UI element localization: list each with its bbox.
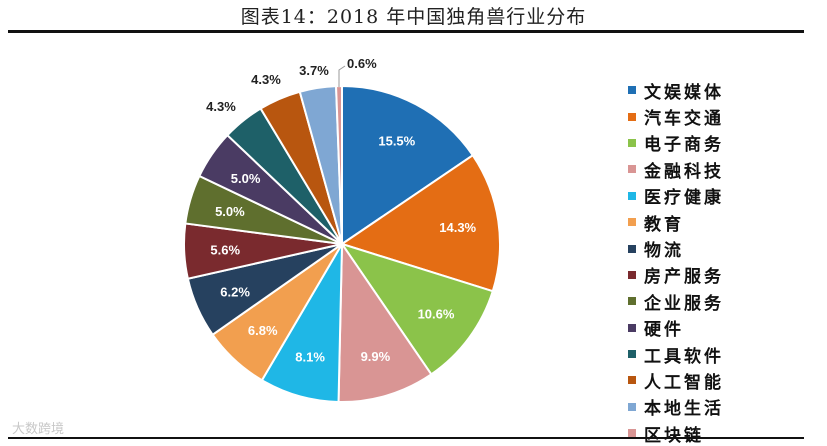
legend-label: 硬件 bbox=[644, 320, 684, 341]
data-label-8: 5.6% bbox=[210, 242, 240, 257]
data-label-13: 3.7% bbox=[299, 63, 329, 78]
legend-swatch bbox=[628, 191, 636, 200]
legend-label: 人工智能 bbox=[644, 372, 724, 393]
legend-label: 企业服务 bbox=[644, 293, 724, 314]
legend-item: 工具软件 bbox=[628, 341, 724, 367]
legend-swatch bbox=[628, 350, 636, 359]
legend-swatch bbox=[628, 402, 636, 411]
legend-label: 电子商务 bbox=[644, 135, 724, 156]
legend-label: 金融科技 bbox=[644, 161, 724, 182]
legend: 文娱媒体汽车交通电子商务金融科技医疗健康教育物流房产服务企业服务硬件工具软件人工… bbox=[628, 77, 724, 446]
legend-label: 汽车交通 bbox=[644, 109, 724, 130]
pie-slice-4 bbox=[337, 240, 433, 403]
legend-label: 医疗健康 bbox=[644, 188, 724, 209]
data-label-10: 5.0% bbox=[231, 171, 261, 186]
legend-item: 人工智能 bbox=[628, 367, 724, 393]
legend-item: 电子商务 bbox=[628, 130, 724, 156]
legend-label: 本地生活 bbox=[644, 399, 724, 420]
legend-label: 文娱媒体 bbox=[644, 82, 724, 103]
pie-slice-2 bbox=[339, 153, 501, 293]
legend-swatch bbox=[628, 138, 636, 147]
legend-swatch bbox=[628, 323, 636, 332]
legend-item: 本地生活 bbox=[628, 394, 724, 420]
data-label-2: 14.3% bbox=[439, 220, 476, 235]
legend-swatch bbox=[628, 112, 636, 121]
pie-slice-3 bbox=[339, 242, 495, 376]
legend-item: 文娱媒体 bbox=[628, 77, 724, 103]
legend-item: 医疗健康 bbox=[628, 183, 724, 209]
legend-label: 物流 bbox=[644, 241, 684, 262]
legend-label: 区块链 bbox=[644, 425, 704, 446]
data-label-5: 8.1% bbox=[295, 350, 325, 365]
legend-swatch bbox=[628, 270, 636, 279]
legend-label: 教育 bbox=[644, 214, 684, 235]
chart-title: 图表14：2018 年中国独角兽行业分布 bbox=[240, 6, 587, 28]
data-label-9: 5.0% bbox=[215, 204, 245, 219]
data-label-4: 9.9% bbox=[361, 349, 391, 364]
data-label-6: 6.8% bbox=[248, 323, 278, 338]
legend-swatch bbox=[628, 165, 636, 174]
legend-swatch bbox=[628, 429, 636, 438]
data-label-14: 0.6% bbox=[347, 56, 377, 71]
watermark: 大数跨境 bbox=[12, 422, 65, 437]
legend-label: 房产服务 bbox=[644, 267, 724, 288]
legend-item: 物流 bbox=[628, 235, 724, 261]
legend-item: 教育 bbox=[628, 209, 724, 235]
data-label-3: 10.6% bbox=[418, 307, 455, 322]
legend-swatch bbox=[628, 86, 636, 95]
data-label-11: 4.3% bbox=[206, 99, 236, 114]
bottom-rule bbox=[8, 437, 804, 439]
legend-item: 区块链 bbox=[628, 420, 724, 446]
legend-swatch bbox=[628, 376, 636, 385]
legend-swatch bbox=[628, 297, 636, 306]
data-label-12: 4.3% bbox=[251, 72, 281, 87]
legend-item: 汽车交通 bbox=[628, 103, 724, 129]
legend-item: 企业服务 bbox=[628, 288, 724, 314]
pie-slice-1 bbox=[341, 84, 475, 246]
title-rule bbox=[8, 30, 804, 33]
legend-item: 硬件 bbox=[628, 315, 724, 341]
legend-item: 房产服务 bbox=[628, 262, 724, 288]
legend-label: 工具软件 bbox=[644, 346, 724, 367]
legend-swatch bbox=[628, 218, 636, 227]
leader-line bbox=[338, 65, 346, 87]
legend-swatch bbox=[628, 244, 636, 253]
legend-item: 金融科技 bbox=[628, 156, 724, 182]
data-label-7: 6.2% bbox=[220, 284, 250, 299]
data-label-1: 15.5% bbox=[378, 134, 415, 149]
